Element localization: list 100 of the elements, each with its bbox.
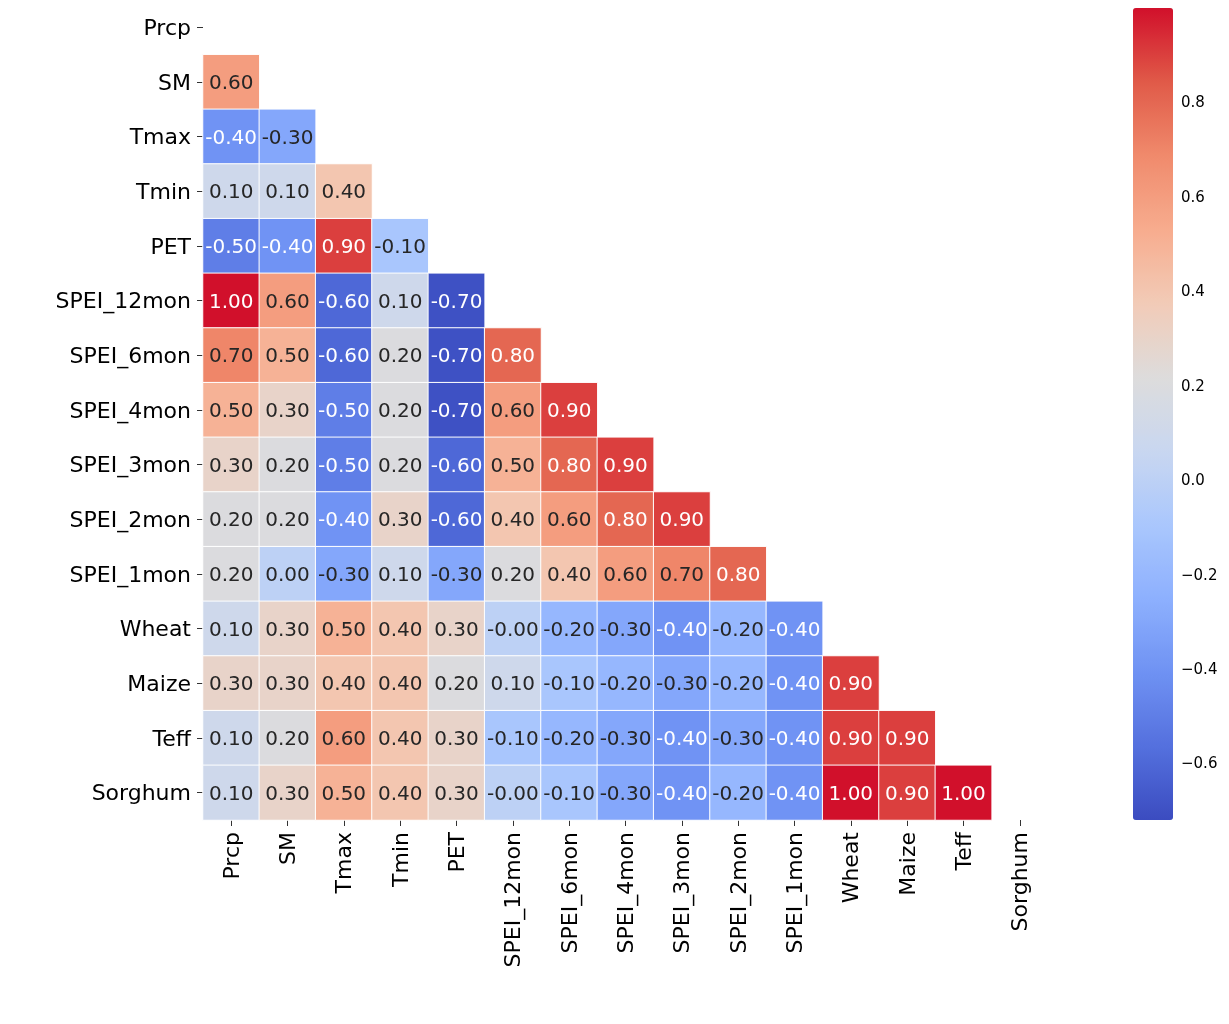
data-label: 0.10 [208,780,254,805]
color-bar-label: 0.2 [1181,376,1205,395]
data-label: -0.50 [317,398,370,422]
data-label: -0.70 [430,288,483,313]
data-label: 0.90 [828,671,874,696]
data-label: 0.30 [208,452,254,477]
data-label: 0.10 [265,179,310,204]
x-tick-label: SPEI_2mon [725,832,752,954]
data-label: 0.50 [321,616,367,641]
data-label: 0.60 [490,398,536,422]
data-label: -0.40 [655,726,708,750]
data-label: -0.10 [543,671,596,696]
data-label: 0.60 [321,726,367,750]
data-label: -0.40 [655,780,708,805]
color-bar-label: 0.8 [1181,93,1205,112]
data-label: 0.30 [265,616,310,641]
data-label: 0.40 [546,562,592,586]
data-label: 0.20 [265,726,310,750]
data-label: 0.30 [434,780,479,805]
x-tick-label: Sorghum [1007,832,1033,932]
data-label: 0.10 [377,562,423,586]
x-tick-label: Maize [894,832,920,896]
data-label: -0.60 [317,343,370,368]
data-label: 0.20 [208,562,254,586]
data-label: 0.90 [884,726,930,750]
data-label: 0.40 [377,616,423,641]
y-tick-label: Wheat [119,616,192,642]
data-label: 0.20 [377,343,423,368]
data-label: -0.60 [317,288,370,313]
data-label: 0.70 [659,562,705,586]
data-label: 0.60 [546,507,592,532]
data-label: 0.30 [265,780,310,805]
data-label: -0.40 [261,234,314,258]
data-label: 0.30 [265,398,310,422]
data-label: 0.60 [265,288,310,313]
data-label: 0.10 [377,288,423,313]
x-tick-label: PET [444,831,469,873]
y-tick-label: SPEI_2mon [69,506,191,533]
x-tick-label: SPEI_3mon [669,832,696,954]
data-label: -0.40 [205,124,258,149]
data-label: 1.00 [208,288,254,313]
data-label: -0.20 [599,671,652,696]
y-tick-label: Maize [127,670,191,696]
y-tick-label: SPEI_6mon [69,342,191,369]
data-label: -0.40 [317,507,370,532]
data-label: 0.50 [321,780,367,805]
data-label: 0.80 [546,452,592,477]
data-label: 0.10 [490,671,536,696]
x-tick-label: Teff [951,831,976,872]
data-label: -0.20 [712,616,765,641]
data-label: -0.10 [486,726,539,750]
y-tick-label: SPEI_3mon [69,452,191,479]
y-tick-label: PET [150,233,192,259]
y-tick-label: SPEI_12mon [55,288,191,315]
data-label: 1.00 [828,780,874,805]
data-label: 0.20 [208,507,254,532]
data-label: -0.20 [543,726,596,750]
data-label: 0.40 [490,507,536,532]
data-label: 0.30 [434,616,479,641]
color-bar-label: −0.6 [1181,754,1218,773]
data-label: 0.40 [377,726,423,750]
data-label: -0.60 [430,507,483,532]
color-bar-label: 0.4 [1181,282,1205,301]
data-label: -0.00 [486,616,539,641]
data-label: 0.20 [265,452,310,477]
y-tick-label: Tmax [128,124,191,150]
x-tick-label: SPEI_1mon [782,832,808,954]
x-tick-label: Prcp [218,832,244,880]
color-bar-label: −0.2 [1181,565,1218,584]
color-bar-label: 0.6 [1181,187,1205,206]
data-label: 0.20 [377,452,423,477]
data-label: 0.40 [377,671,423,696]
y-tick-label: SPEI_4mon [69,397,191,424]
data-label: 0.90 [603,452,648,477]
data-label: 0.60 [208,70,254,94]
data-label: 0.20 [434,671,479,696]
data-label: 0.90 [884,780,930,805]
data-label: 0.90 [828,726,874,750]
x-tick-label: SPEI_6mon [556,832,583,954]
x-tick-label: SPEI_4mon [613,832,639,954]
data-label: -0.40 [768,671,821,696]
data-label: -0.30 [599,780,652,805]
y-tick-label: Sorghum [91,780,191,806]
data-label: 0.70 [208,343,254,368]
data-label: -0.70 [430,343,483,368]
data-label: 0.10 [208,616,254,641]
data-label: 0.50 [208,398,254,422]
data-label: 0.40 [377,780,423,805]
data-label: 0.50 [265,343,310,368]
data-label: 0.20 [265,507,310,532]
data-label: -0.60 [430,452,483,477]
data-label: 0.30 [265,671,310,696]
data-label: 0.80 [603,507,648,532]
data-label: -0.40 [768,780,821,805]
data-label: -0.40 [655,616,708,641]
data-label: 0.20 [490,562,536,586]
x-tick-label: Tmax [331,832,357,895]
data-label: 0.50 [490,452,536,477]
data-label: -0.50 [205,234,258,258]
data-label: -0.10 [543,780,596,805]
